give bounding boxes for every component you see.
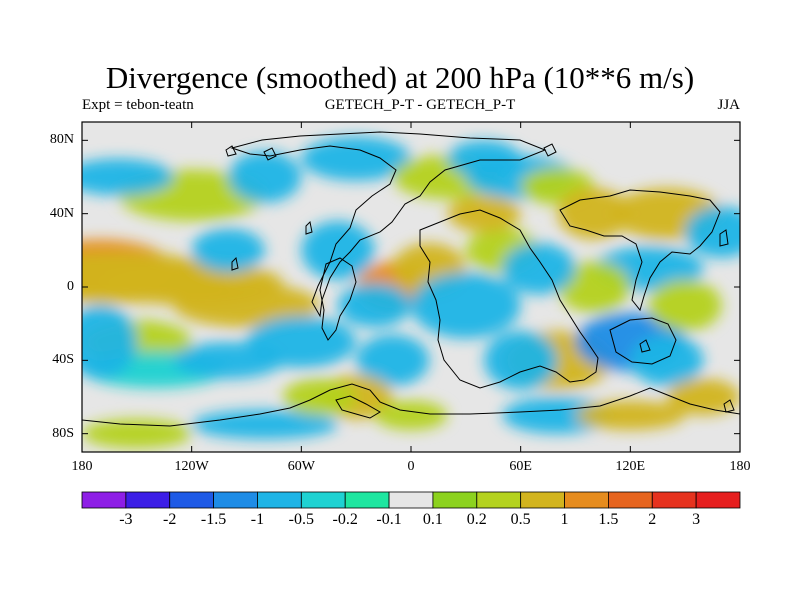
colorbar-swatch [125, 491, 171, 509]
colorbar-label: -3 [119, 511, 133, 528]
coastlines [82, 131, 740, 427]
colorbar-swatch [432, 491, 478, 509]
lon-tick-label: 120W [174, 459, 209, 474]
island-3 [305, 220, 313, 235]
contour-blob [575, 400, 686, 431]
colorbar-label: -0.1 [376, 511, 402, 528]
contour-blob [301, 221, 375, 280]
colorbar-swatch [344, 491, 390, 509]
colorbar-swatch [520, 491, 565, 509]
antarctica-coast [82, 383, 740, 427]
colorbar-swatch [695, 491, 741, 509]
lon-tick-label: 180 [71, 459, 93, 474]
model-label: GETECH_P-T - GETECH_P-T [324, 97, 516, 113]
colorbar-label: -2 [163, 511, 177, 528]
contour-blob [191, 228, 265, 273]
contour-blob [82, 305, 137, 379]
island-2 [225, 145, 237, 157]
colorbar-label: -0.2 [332, 511, 358, 528]
lon-tick-label: 60E [509, 459, 532, 474]
contour-blob [82, 158, 174, 196]
colorbar-swatch [257, 491, 302, 509]
colorbar-swatch [608, 491, 653, 509]
colorbar-label: 1.5 [598, 511, 619, 528]
contour-blob [191, 409, 338, 440]
lat-tick-label: 80N [49, 132, 74, 148]
contour-blob [685, 206, 740, 258]
island-6 [639, 339, 651, 353]
contour-blob [356, 334, 430, 387]
contour-blob [557, 261, 631, 313]
colorbar-swatch [651, 491, 697, 509]
colorbar-label: 3 [692, 511, 701, 528]
chart-title: Divergence (smoothed) at 200 hPa (10**6 … [105, 60, 695, 95]
colorbar-label: 0.5 [510, 511, 531, 528]
season-label: JJA [717, 97, 740, 113]
lon-tick-label: 180 [729, 459, 751, 474]
colorbar-swatch [213, 491, 258, 509]
south-america-coast [319, 257, 357, 341]
island-1 [263, 147, 277, 161]
colorbar-swatch [476, 491, 522, 509]
contour-blob [374, 400, 448, 431]
colorbar-label: -1 [250, 511, 265, 528]
contour-field [82, 122, 740, 452]
contour-blob [666, 378, 740, 416]
lat-tick-label: 0 [67, 279, 74, 294]
contour-blob [411, 272, 521, 339]
lat-tick-label: 40S [52, 352, 74, 368]
axis-ticks [81, 122, 741, 452]
island-8 [543, 143, 557, 157]
contour-blob [484, 331, 558, 390]
colorbar-swatch [81, 491, 127, 509]
colorbar-label: 0.1 [422, 511, 443, 528]
contour-blob [246, 316, 357, 368]
contour-blob [648, 279, 722, 332]
contour-blob [557, 188, 631, 240]
colorbar-swatch [564, 491, 609, 509]
colorbar-label: 0.2 [466, 511, 487, 528]
island-4 [231, 256, 239, 271]
contour-blob [301, 136, 411, 181]
colorbar-swatch [300, 491, 346, 509]
contour-blob [630, 334, 704, 387]
colorbar-label: 1 [560, 511, 569, 528]
colorbar [81, 491, 741, 509]
colorbar-swatch [169, 491, 215, 509]
asia-coast [559, 189, 721, 312]
lat-tick-label: 80S [52, 425, 74, 441]
colorbar-label: -0.5 [288, 511, 314, 528]
colorbar-label: -1.5 [200, 511, 227, 528]
lat-tick-label: 40N [49, 205, 74, 221]
lon-tick-label: 120E [615, 459, 646, 474]
africa-coast [419, 209, 599, 389]
lon-tick-label: 0 [407, 459, 415, 474]
north-continent-coast [230, 131, 547, 318]
contour-blob [228, 151, 302, 203]
experiment-label: Expt = tebon-teatn [82, 97, 194, 113]
contour-blob [82, 419, 192, 449]
contour-blob [502, 242, 576, 295]
contour-blob [337, 283, 412, 328]
india-coast [609, 317, 677, 365]
island-7 [723, 399, 735, 413]
colorbar-swatch [388, 491, 434, 509]
colorbar-label: 2 [648, 511, 657, 528]
contour-blob [173, 283, 320, 328]
contour-blob [502, 397, 613, 434]
lon-tick-label: 60W [287, 459, 315, 474]
contour-blob [447, 195, 521, 233]
island-5 [719, 229, 729, 247]
contour-blobs [82, 136, 740, 449]
antarctic-peninsula-coast [335, 395, 381, 419]
